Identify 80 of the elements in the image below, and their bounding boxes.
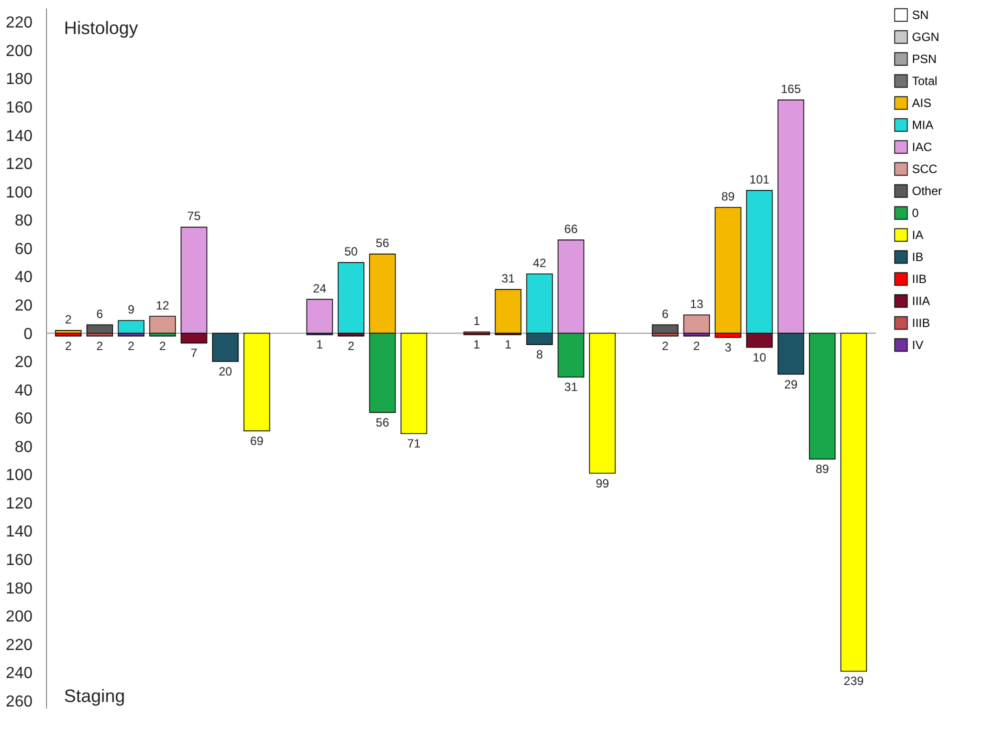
y-tick-label: 220 bbox=[6, 14, 33, 32]
data-label: 89 bbox=[816, 462, 830, 476]
data-label: 50 bbox=[344, 244, 358, 259]
bar bbox=[212, 332, 239, 362]
data-label: 6 bbox=[96, 306, 104, 321]
legend-label: Total bbox=[912, 74, 938, 88]
y-tick-label: 80 bbox=[14, 212, 33, 230]
data-label: 6 bbox=[662, 306, 669, 321]
legend-label: MIA bbox=[912, 118, 934, 132]
data-label: 2 bbox=[348, 339, 355, 354]
legend-label: GGN bbox=[912, 30, 940, 44]
legend-label: PSN bbox=[912, 52, 937, 66]
data-label: 1 bbox=[316, 338, 324, 352]
annotation: Staging bbox=[64, 686, 126, 706]
y-tick-label: 20 bbox=[14, 297, 33, 314]
bar bbox=[589, 332, 616, 474]
data-label: 99 bbox=[596, 476, 610, 490]
bar bbox=[306, 298, 333, 334]
data-label: 1 bbox=[473, 338, 480, 352]
data-label: 1 bbox=[504, 338, 512, 352]
legend-label: AIS bbox=[912, 96, 932, 110]
annotation: Histology bbox=[64, 18, 138, 38]
y2-tick-label: 240 bbox=[6, 665, 33, 682]
y-tick-label: 160 bbox=[6, 99, 33, 116]
data-label: 31 bbox=[501, 271, 516, 286]
data-label: 56 bbox=[376, 415, 390, 430]
data-label: 24 bbox=[312, 281, 327, 296]
legend-label: IAC bbox=[912, 140, 932, 154]
legend-label: IA bbox=[912, 228, 924, 242]
bar bbox=[809, 332, 836, 460]
legend-label: IIIB bbox=[912, 316, 930, 330]
data-label: 2 bbox=[64, 312, 72, 326]
data-label: 2 bbox=[128, 339, 135, 354]
data-label: 7 bbox=[190, 346, 198, 360]
data-label: 101 bbox=[749, 172, 770, 186]
bar bbox=[244, 332, 270, 432]
data-label: 239 bbox=[844, 674, 864, 688]
y-tick-label: 140 bbox=[6, 128, 33, 145]
data-label: 20 bbox=[218, 364, 232, 379]
y-tick-label: 120 bbox=[6, 156, 33, 174]
data-label: 42 bbox=[532, 256, 547, 270]
data-label: 89 bbox=[721, 189, 736, 204]
data-label: 75 bbox=[187, 209, 201, 224]
data-label: 66 bbox=[564, 222, 578, 236]
y-tick-label: 40 bbox=[14, 269, 33, 286]
data-label: 71 bbox=[407, 436, 421, 451]
bar bbox=[494, 289, 522, 334]
data-label: 2 bbox=[64, 339, 72, 354]
data-label: 2 bbox=[159, 339, 166, 354]
legend-label: SN bbox=[912, 8, 929, 22]
y-tick-label: 100 bbox=[6, 184, 33, 202]
data-label: 2 bbox=[662, 339, 669, 354]
y-tick-label: 0 bbox=[24, 326, 33, 343]
y-tick-label: 200 bbox=[6, 42, 33, 60]
legend-label: IIB bbox=[912, 272, 927, 286]
data-label: 69 bbox=[250, 434, 264, 448]
data-label: 1 bbox=[473, 314, 480, 328]
data-label: 56 bbox=[376, 236, 390, 250]
legend-label: IV bbox=[912, 338, 924, 352]
legend-label: Other bbox=[912, 184, 942, 198]
data-label: 2 bbox=[96, 339, 104, 354]
data-label: 29 bbox=[784, 377, 798, 392]
y-tick-label: 180 bbox=[6, 71, 33, 88]
legend-label: 0 bbox=[912, 206, 919, 220]
data-label: 10 bbox=[752, 350, 766, 364]
data-label: 3 bbox=[724, 340, 732, 354]
bar bbox=[400, 332, 428, 434]
y2-tick-label: 260 bbox=[6, 693, 33, 710]
legend-label: IB bbox=[912, 250, 924, 264]
data-label: 13 bbox=[690, 296, 704, 311]
data-label: 8 bbox=[536, 348, 544, 362]
legend-label: IIIA bbox=[912, 294, 930, 308]
data-label: 2 bbox=[693, 339, 700, 354]
data-label: 12 bbox=[156, 298, 170, 312]
data-label: 165 bbox=[780, 82, 802, 96]
legend-label: SCC bbox=[912, 162, 938, 176]
bar bbox=[840, 332, 867, 672]
data-label: 9 bbox=[128, 302, 135, 317]
y-tick-label: 60 bbox=[14, 240, 33, 258]
data-label: 31 bbox=[564, 380, 578, 394]
